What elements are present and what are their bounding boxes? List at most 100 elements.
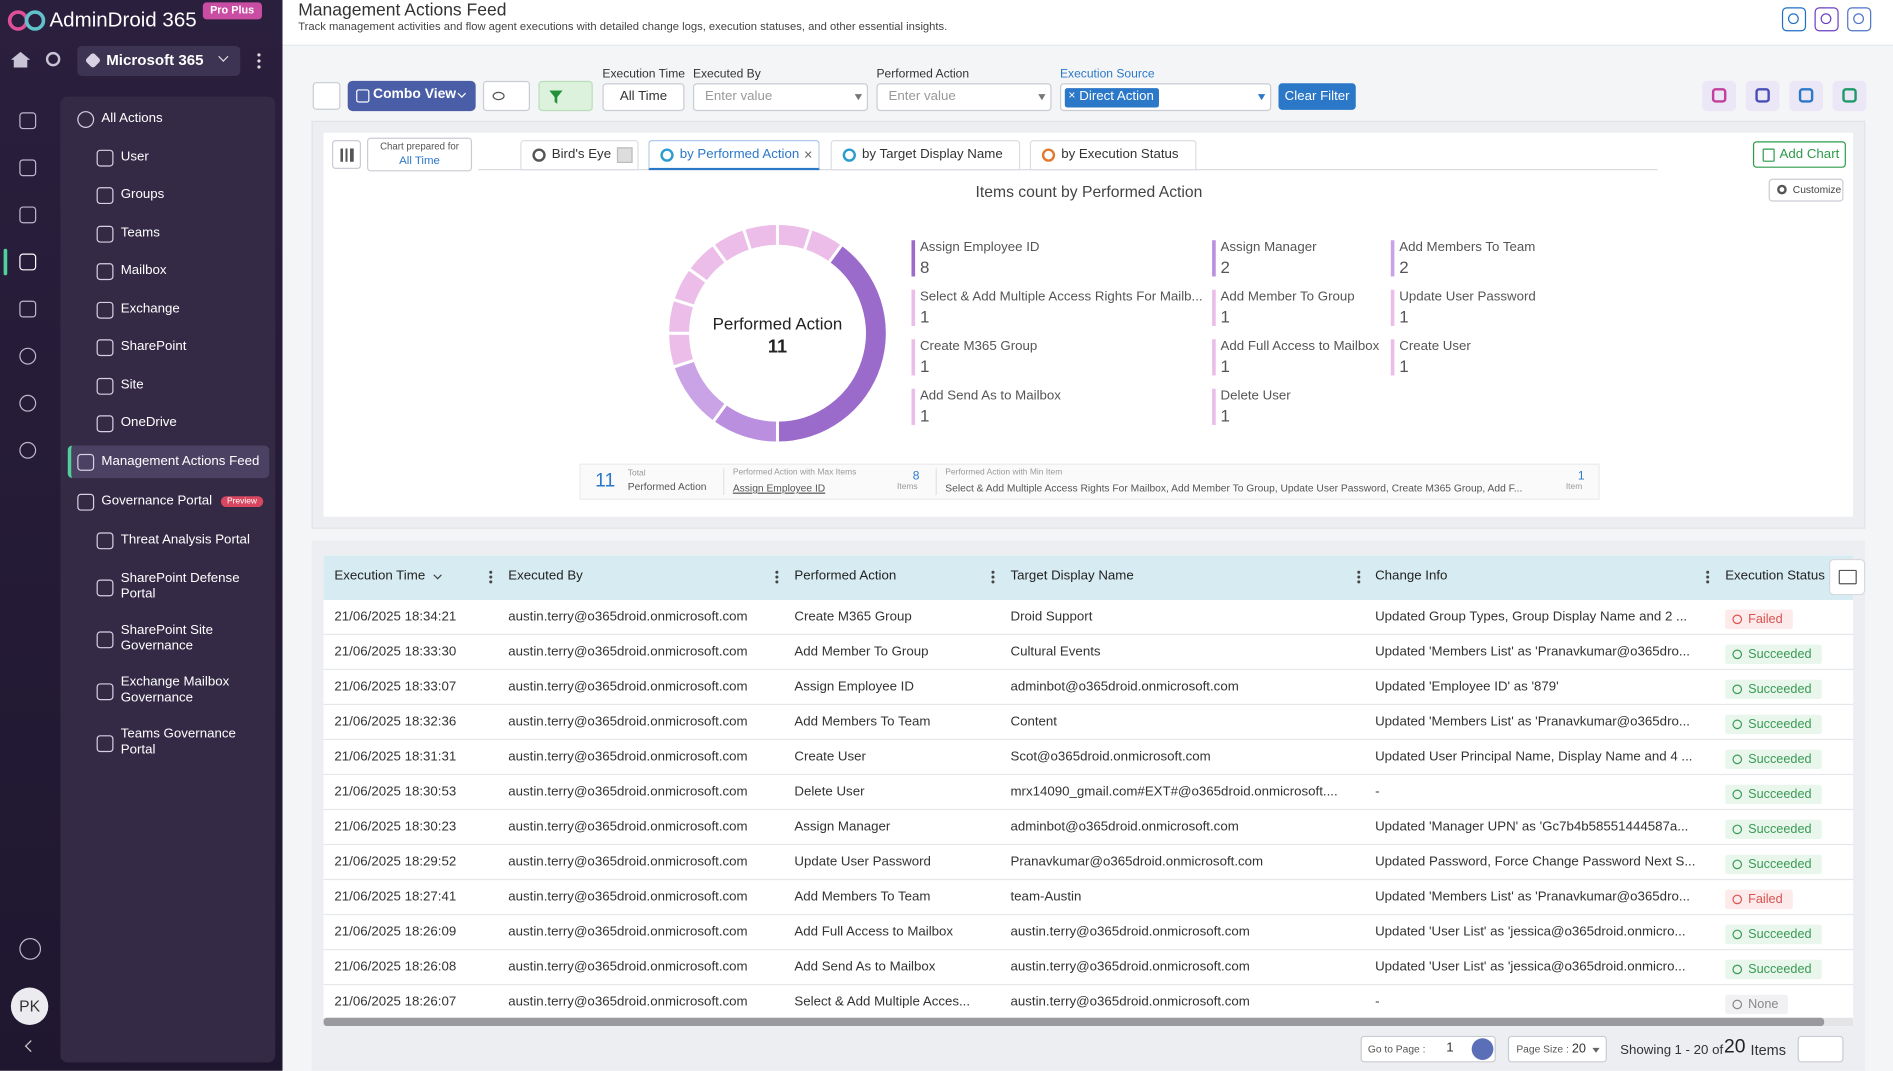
submenu-item[interactable]: Exchange [121,301,251,317]
table-settings-button[interactable] [1829,559,1865,595]
submenu-item[interactable]: OneDrive [121,415,251,431]
column-menu[interactable] [489,570,493,584]
status-icon [1732,965,1742,975]
prepared-for[interactable]: Chart prepared forAll Time [367,138,472,172]
menu-item[interactable]: Management Actions Feed [101,453,259,467]
column-menu[interactable] [991,570,995,584]
donut-segment [744,223,778,250]
row-line [324,914,1854,915]
chart-type-button[interactable] [332,140,361,169]
column-header[interactable]: Executed By [508,569,583,583]
tab[interactable]: Bird's Eye [520,140,638,170]
submenu-item[interactable]: Teams [121,225,251,241]
header-button[interactable] [1815,7,1839,31]
status-badge: Succeeded [1725,820,1821,839]
icon [97,532,114,549]
filter-input[interactable]: Enter value [693,83,868,111]
summary-max-name[interactable]: Assign Employee ID [733,482,825,494]
cell: Updated 'User List' as 'jessica@o365droi… [1375,925,1685,939]
refresh-button[interactable] [313,82,341,110]
column-menu[interactable] [775,570,779,584]
menu-item[interactable]: All Actions [101,111,162,125]
status-text: Failed [1748,612,1783,626]
tab[interactable]: by Execution Status [1030,140,1197,170]
action-button[interactable] [1746,81,1780,111]
legend-label: Add Send As to Mailbox [920,389,1210,403]
filter-value: All Time [604,89,684,103]
expand-icon [617,147,633,163]
add-chart-button[interactable]: Add Chart [1753,141,1846,168]
filter-input[interactable]: ×Direct Action [1060,83,1271,111]
visibility-button[interactable] [483,81,530,111]
action-button[interactable] [1789,81,1823,111]
prepared-for-value: All Time [368,155,471,168]
submenu-item[interactable]: SharePoint Defense Portal [121,570,251,603]
status-icon [1732,895,1742,905]
status-text: Succeeded [1748,787,1811,801]
submenu-item[interactable]: Teams Governance Portal [121,726,251,759]
legend-bar [911,339,915,375]
column-header[interactable]: Execution Time [334,569,425,583]
tab-active[interactable]: by Performed Action× [648,140,819,170]
tenant-select[interactable]: Microsoft 365 [77,46,240,76]
logo-ring [27,12,44,29]
row-line [324,879,1854,880]
status-text: Succeeded [1748,857,1811,871]
filter-button[interactable] [538,81,592,111]
filter-input[interactable]: All Time [602,83,684,111]
submenu-item[interactable]: Exchange Mailbox Governance [121,674,251,707]
page-size[interactable]: Page Size :20 [1508,1036,1607,1063]
submenu-item[interactable]: Groups [121,187,251,203]
donut-center-value: 11 [657,337,898,358]
icon [97,735,114,752]
legend-value: 1 [1221,307,1230,326]
column-menu[interactable] [1706,570,1710,584]
scrollbar-thumb[interactable] [324,1018,1825,1026]
status-text: Succeeded [1748,682,1811,696]
column-header[interactable]: Performed Action [794,569,896,583]
avatar[interactable]: PK [11,988,48,1025]
submenu-item[interactable]: User [121,149,251,165]
filter-input[interactable]: Enter value [876,83,1051,111]
summary-max-label: Performed Action with Max Items [733,468,857,476]
menu-item[interactable]: Governance Portal [101,494,212,508]
column-header[interactable]: Change Info [1375,569,1447,583]
icon [97,339,114,356]
header-button[interactable] [1782,7,1806,31]
status-badge: Succeeded [1725,680,1821,699]
cell: Select & Add Multiple Acces... [794,995,970,1009]
submenu-item[interactable]: SharePoint Site Governance [121,622,251,655]
header-button[interactable] [1847,7,1871,31]
goto-button[interactable] [1472,1038,1494,1060]
more-button[interactable] [257,52,261,69]
cell: Content [1010,715,1057,729]
summary-min-names: Select & Add Multiple Access Rights For … [945,482,1522,494]
icon [97,301,114,318]
combo-view-button[interactable]: Combo View [348,81,476,111]
customize-button[interactable]: Customize [1769,179,1844,202]
clear-filter-button[interactable]: Clear Filter [1278,83,1355,110]
submenu-item[interactable]: Mailbox [121,263,251,279]
showing-total: 20 [1724,1037,1745,1059]
column-header[interactable]: Execution Status [1725,569,1825,583]
status-text: Succeeded [1748,927,1811,941]
header-button-glyph [1788,13,1799,24]
action-button[interactable] [1833,81,1867,111]
search-button[interactable] [46,52,60,66]
filter-placeholder: Enter value [705,89,772,103]
legend-value: 1 [920,307,929,326]
icon [97,415,114,432]
column-menu[interactable] [1357,570,1361,584]
status-icon [1732,755,1742,765]
submenu-item[interactable]: SharePoint [121,339,251,355]
submenu-item[interactable]: Threat Analysis Portal [121,532,251,548]
goto-input[interactable]: 1 [1446,1041,1453,1055]
header-button-glyph [1821,13,1832,24]
legend-bar [1391,339,1395,375]
help-button[interactable] [19,938,41,960]
page-nav[interactable] [1798,1036,1844,1063]
submenu-item[interactable]: Site [121,377,251,393]
tab[interactable]: by Target Display Name [831,140,1021,170]
column-header[interactable]: Target Display Name [1010,569,1133,583]
action-button[interactable] [1702,81,1736,111]
